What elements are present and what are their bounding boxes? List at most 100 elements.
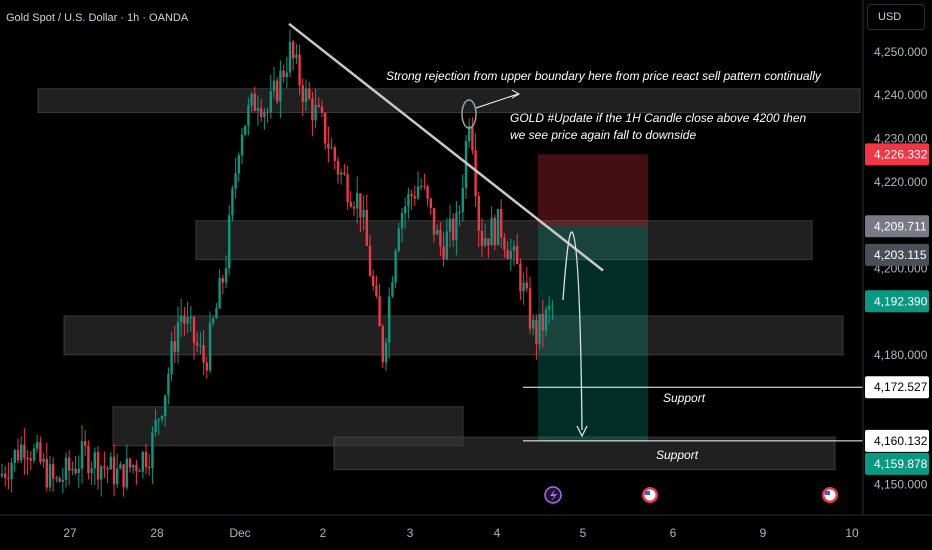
candle-body [407,194,410,207]
candle-body [541,314,544,331]
time-tick-label: 9 [760,526,767,540]
candle-body [144,452,148,468]
candle-body [301,85,304,102]
price-tag-label: 4,160.132 [874,434,928,448]
price-tag-label: 4,192.390 [874,294,928,308]
candle-body [263,111,266,118]
candle-body [509,250,512,259]
candle-body [199,345,202,347]
candle-body [154,419,157,433]
price-tag: 4,192.390 [865,290,929,313]
candle-body [525,282,528,289]
candle-body [112,456,116,485]
candle-body [349,201,352,207]
candle-body [442,246,445,260]
rejection-circle [461,99,477,129]
candle-body [381,326,384,363]
candle-body [215,308,218,319]
candle-body [445,231,448,260]
price-tag-label: 4,226.332 [874,147,928,161]
candle-body [0,473,4,477]
candle-body [426,186,429,199]
candle-body [196,342,199,346]
candle-body [77,468,80,474]
candle-body [192,317,196,343]
candle-body [532,320,535,329]
candle-body [212,318,215,323]
candle-body [314,104,317,121]
time-tick-label: 28 [150,526,164,540]
time-tick-label: 10 [845,526,859,540]
candle-body [391,282,394,297]
price-tag-label: 4,209.711 [874,219,927,233]
lightning-event-icon[interactable] [544,486,562,504]
candle-body [138,471,141,473]
price-tag-label: 4,159.878 [874,457,928,471]
candle-body [512,245,516,251]
candle-body [490,217,493,246]
candle-body [432,207,436,235]
candle-body [394,250,397,283]
candle-body [455,212,458,241]
candle-body [362,209,365,218]
candle-body [4,473,7,478]
candle-body [39,442,42,463]
time-axis[interactable]: 27 28 Dec 2 3 4 5 6 9 10 [63,526,859,540]
candle-body [109,456,112,470]
update-annotation-line1: GOLD #Update if the 1H Candle close abov… [510,111,807,125]
candle-body [516,245,519,264]
pointer-arrowhead [511,89,521,99]
price-tag-bg [865,143,929,166]
candle-body [436,229,439,235]
candle-body [519,263,522,292]
candle-body [544,309,548,331]
candle-body [420,185,423,187]
candle-body [528,288,532,329]
candle-body [80,441,84,469]
candle-body [340,172,343,175]
candle-body [256,108,260,111]
price-tag-label: 4,172.527 [874,380,928,394]
candle-body [496,209,500,246]
candle-body [32,448,36,461]
candle-body [468,126,471,142]
candle-body [484,238,487,246]
time-tick-label: Dec [229,526,250,540]
candle-body [29,458,32,461]
candle-body [228,215,231,269]
candle-body [500,209,503,238]
us-flag-event-icon-2[interactable] [822,487,838,503]
candle-body [87,445,90,473]
candle-body [346,174,349,202]
candle-body [480,230,484,246]
us-flag-event-icon[interactable] [642,487,658,503]
candle-body [68,457,71,471]
candle-body [100,466,103,480]
short-position-tool[interactable] [538,154,648,441]
support-label-lower: Support [656,448,699,462]
candle-body [400,213,404,229]
candle-body [106,467,109,470]
candle-body [503,237,506,250]
price-tag: 4,203.115 [865,243,929,266]
candle-body [58,478,61,482]
candle-body [167,373,170,396]
candle-body [320,106,324,113]
candle-body [55,478,58,480]
candle-body [189,317,192,319]
price-tag-bg [865,243,929,266]
candle-body [448,218,452,232]
candle-body [343,172,346,175]
candle-body [234,173,237,189]
currency-selector[interactable]: USD [867,4,925,30]
candle-body [84,441,87,446]
candle-body [61,479,64,482]
price-tag: 4,159.878 [865,452,929,475]
candle-body [157,419,160,421]
candle-body [42,458,45,463]
candle-body [244,125,247,135]
candle-body [253,93,256,111]
candle-body [141,452,144,472]
candle-body [410,194,413,197]
